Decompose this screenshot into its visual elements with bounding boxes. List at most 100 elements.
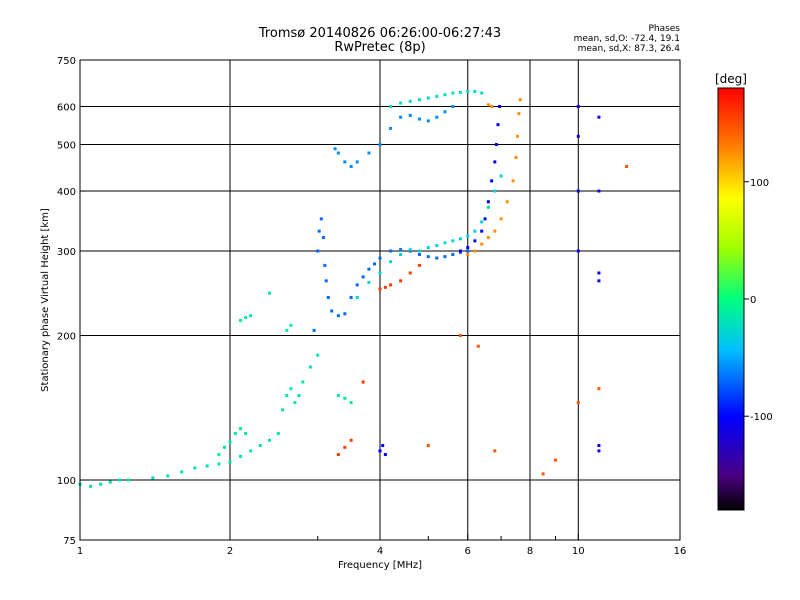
data-point: [349, 296, 353, 300]
y-axis-ticks: 75 100 200 300 400 500 600 750: [57, 56, 86, 547]
data-point: [285, 394, 289, 398]
data-point: [312, 328, 316, 332]
chart-subtitle: RwPretec (8p): [334, 40, 426, 55]
data-point: [435, 94, 439, 98]
data-point: [466, 246, 470, 250]
data-point: [297, 394, 301, 398]
data-point: [443, 241, 447, 245]
data-point: [378, 143, 382, 147]
data-point: [89, 484, 93, 488]
data-point: [205, 464, 209, 468]
data-point: [458, 90, 462, 94]
data-point: [458, 237, 462, 241]
data-point: [316, 249, 320, 253]
data-point: [490, 179, 494, 183]
data-point: [494, 143, 498, 147]
data-point: [417, 263, 421, 267]
data-point: [426, 96, 430, 100]
phases-label: Phases: [648, 24, 680, 34]
data-point: [490, 105, 494, 109]
data-point: [541, 472, 545, 476]
data-point: [389, 283, 393, 287]
data-point: [408, 271, 412, 275]
data-point: [389, 105, 393, 109]
data-point: [473, 229, 477, 233]
data-point: [330, 309, 334, 313]
phases-x-stats: mean, sd,X: 87.3, 26.4: [577, 44, 680, 54]
data-point: [483, 217, 487, 221]
data-point: [349, 164, 353, 168]
colorbar: [717, 87, 745, 511]
data-point: [323, 263, 327, 267]
data-point: [435, 115, 439, 119]
data-point: [597, 189, 601, 193]
x-tick-label: 16: [674, 546, 687, 557]
data-point: [511, 179, 515, 183]
data-point: [408, 248, 412, 252]
grid-lines: [80, 60, 680, 540]
data-point: [336, 151, 340, 155]
data-point: [451, 253, 455, 257]
data-point: [289, 323, 293, 327]
colorbar-tick-label: 0: [750, 295, 756, 306]
data-point: [343, 396, 347, 400]
data-point: [399, 253, 403, 257]
data-point: [343, 160, 347, 164]
data-point: [228, 440, 232, 444]
data-point: [367, 267, 371, 271]
data-point: [476, 344, 480, 348]
data-point: [451, 239, 455, 243]
data-point: [480, 229, 484, 233]
data-point: [473, 239, 477, 243]
data-point: [408, 113, 412, 117]
data-point: [326, 296, 330, 300]
data-point: [99, 482, 103, 486]
data-point: [399, 248, 403, 252]
data-point: [349, 401, 353, 405]
data-point: [373, 262, 377, 266]
chart-title: Tromsø 20140826 06:26:00-06:27:43: [258, 26, 502, 41]
data-point: [597, 449, 601, 453]
data-point: [493, 449, 497, 453]
data-point: [383, 453, 387, 457]
data-point: [466, 249, 470, 253]
data-point: [239, 427, 243, 431]
data-point: [493, 229, 497, 233]
x-tick-label: 1: [77, 546, 83, 557]
data-point: [367, 151, 371, 155]
data-point: [496, 123, 500, 127]
colorbar-tick-label: 100: [750, 178, 769, 189]
data-point: [383, 285, 387, 289]
data-point: [480, 220, 484, 224]
y-tick-label: 100: [57, 476, 76, 487]
data-point: [576, 401, 580, 405]
x-tick-label: 8: [527, 546, 533, 557]
data-point: [349, 438, 353, 442]
colorbar-label: [deg]: [715, 72, 747, 86]
data-point: [505, 200, 509, 204]
data-point: [443, 110, 447, 114]
data-point: [389, 260, 393, 264]
data-point: [426, 246, 430, 250]
data-point: [399, 279, 403, 283]
data-point: [493, 189, 497, 193]
data-point: [217, 462, 221, 466]
data-points: [78, 89, 629, 488]
data-point: [336, 314, 340, 318]
data-point: [466, 89, 470, 93]
data-point: [417, 249, 421, 253]
colorbar-tick-label: -100: [750, 412, 773, 423]
data-point: [473, 249, 477, 253]
data-point: [435, 244, 439, 248]
data-point: [389, 249, 393, 253]
data-point: [267, 438, 271, 442]
data-point: [466, 253, 470, 257]
data-point: [343, 312, 347, 316]
data-point: [378, 287, 382, 291]
data-point: [308, 365, 312, 369]
data-point: [597, 387, 601, 391]
y-tick-label: 300: [57, 247, 76, 258]
data-point: [333, 147, 337, 151]
data-point: [486, 205, 490, 209]
data-point: [166, 474, 170, 478]
